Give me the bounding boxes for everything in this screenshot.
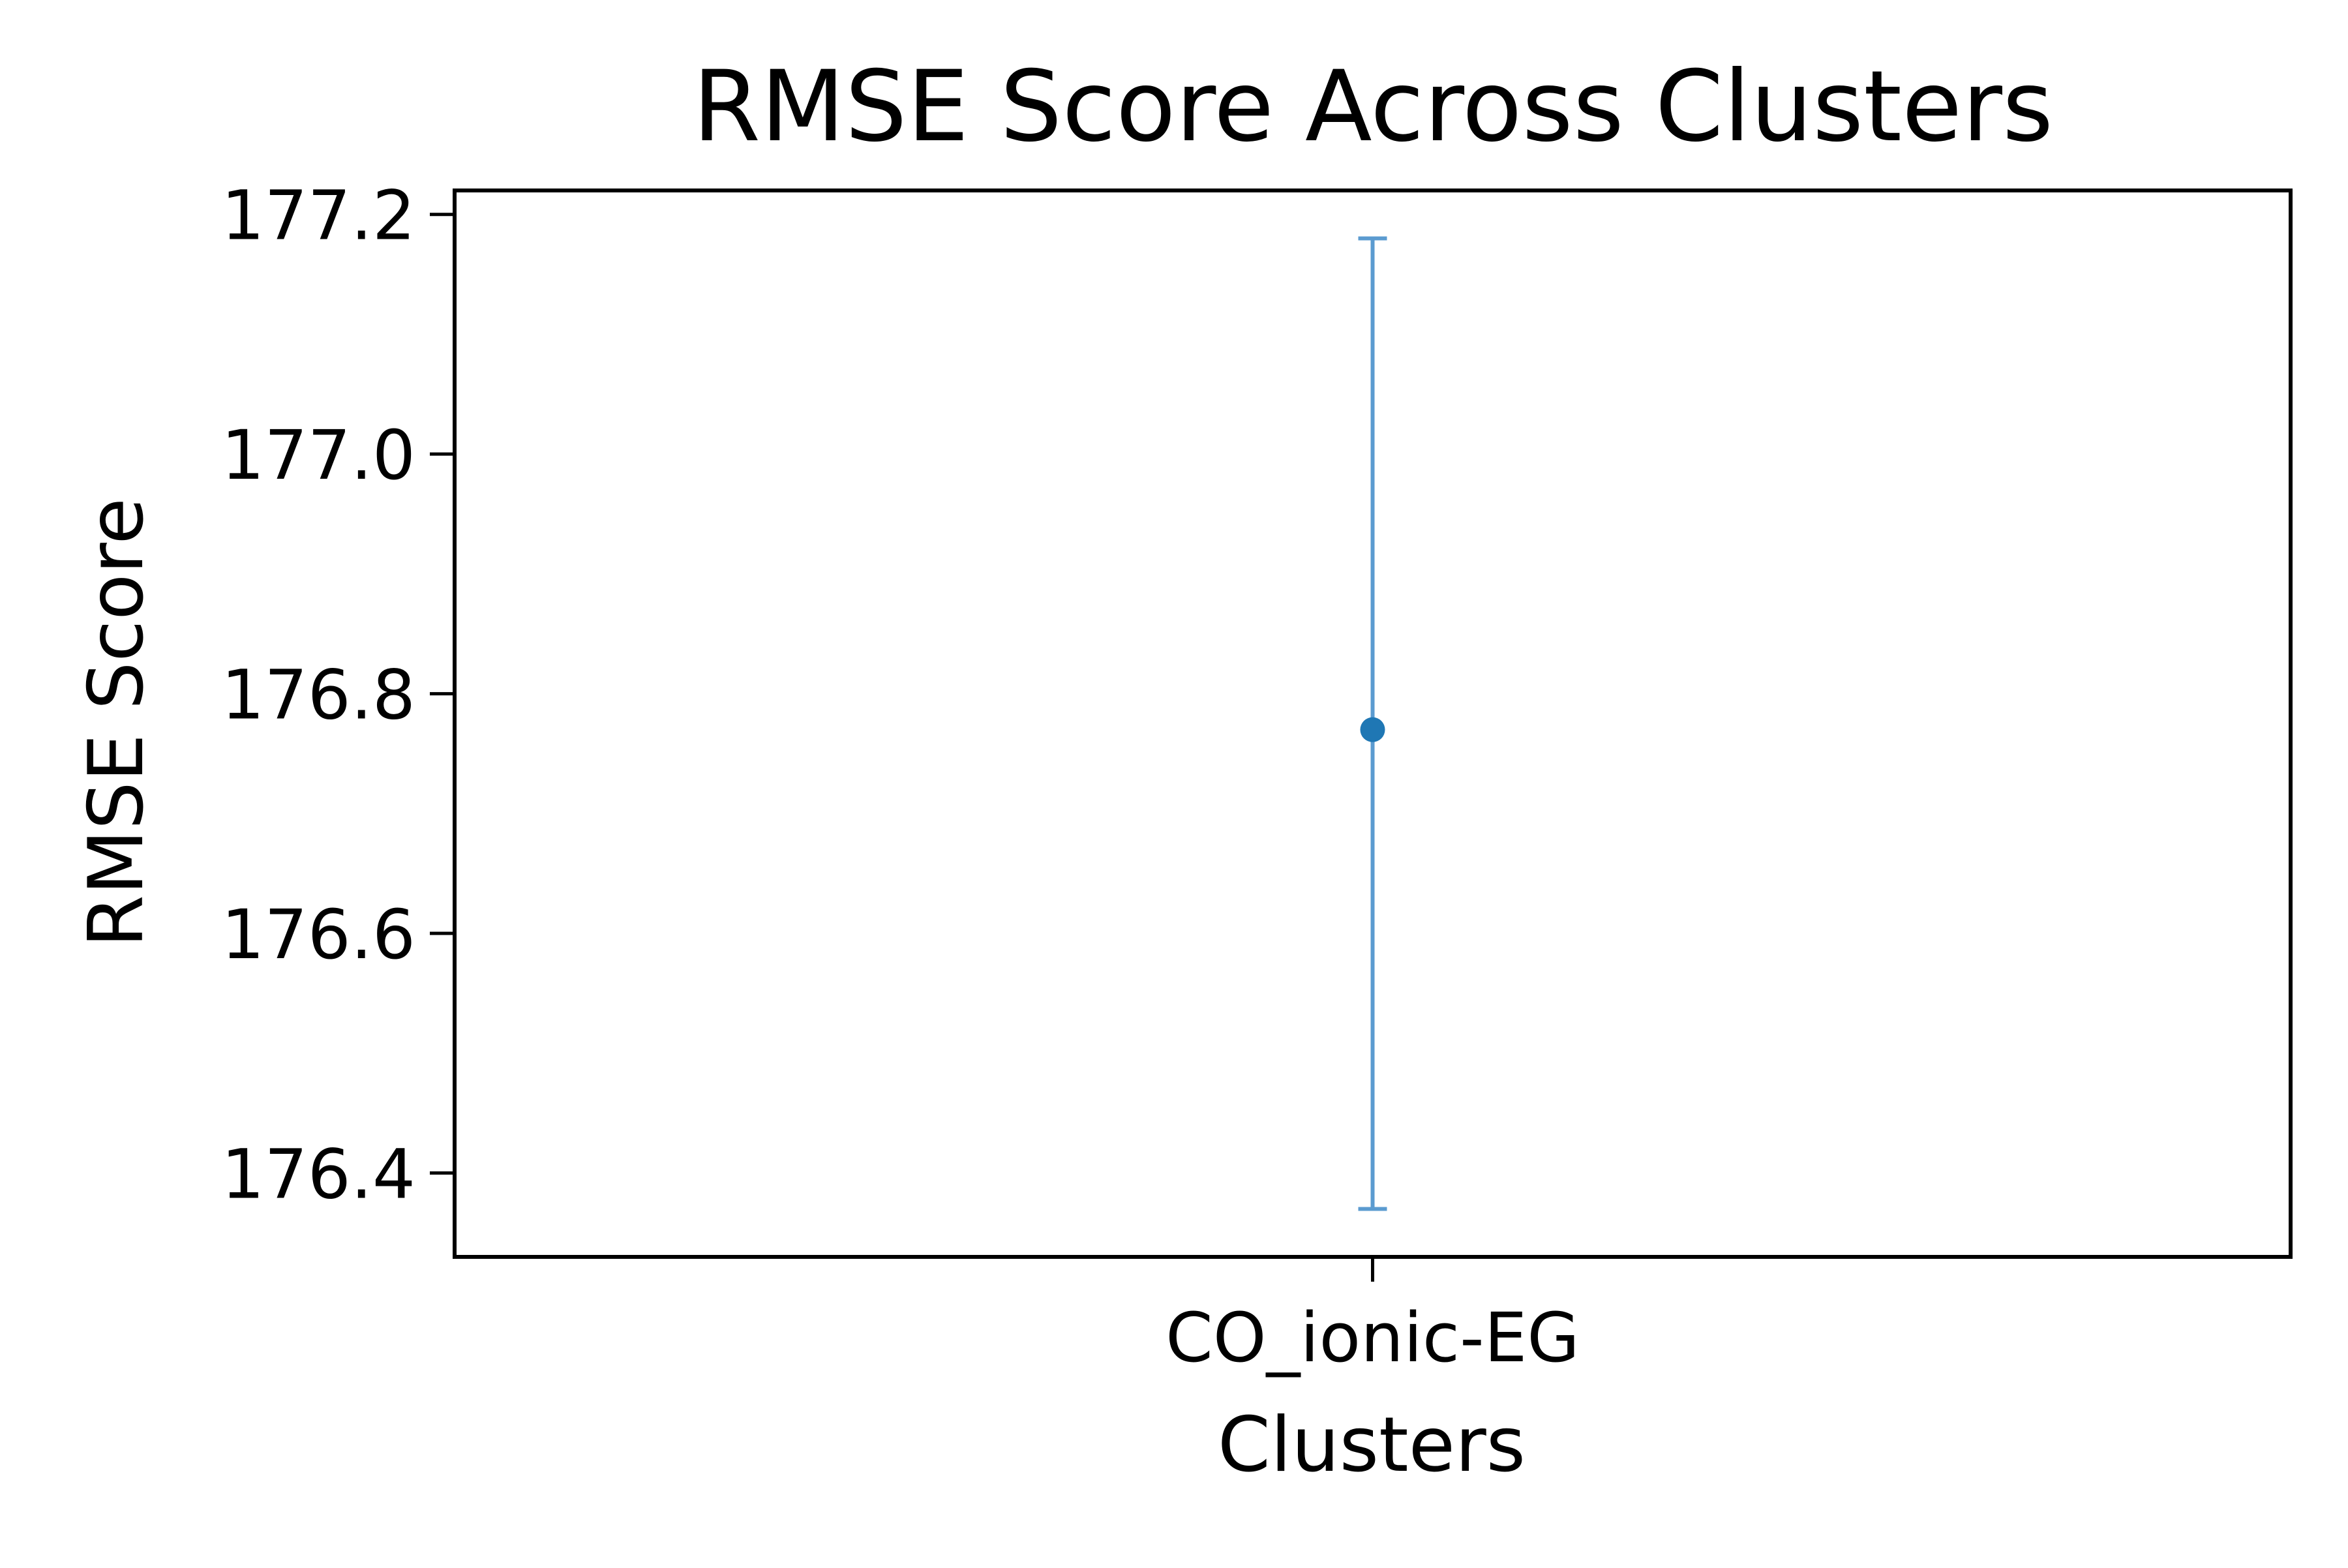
data-point: [1360, 717, 1385, 742]
y-axis-label: RMSE Score: [72, 498, 160, 947]
plot-marks: [1358, 236, 1387, 1211]
x-axis-label: Clusters: [1218, 1401, 1526, 1489]
y-axis-ticks: 176.4 176.6 176.8 177.0 177.2: [221, 176, 455, 1214]
y-tick-label: 176.4: [221, 1134, 415, 1214]
y-tick-label: 176.8: [221, 656, 415, 735]
plot-area-frame: [453, 188, 2293, 1259]
x-axis-ticks: CO_ionic-EG: [1166, 1257, 1580, 1378]
x-tick-label: CO_ionic-EG: [1166, 1298, 1580, 1378]
chart-title: RMSE Score Across Clusters: [693, 50, 2053, 164]
y-tick-label: 177.0: [221, 415, 415, 495]
y-tick-label: 177.2: [221, 176, 415, 256]
y-tick-label: 176.6: [221, 895, 415, 974]
